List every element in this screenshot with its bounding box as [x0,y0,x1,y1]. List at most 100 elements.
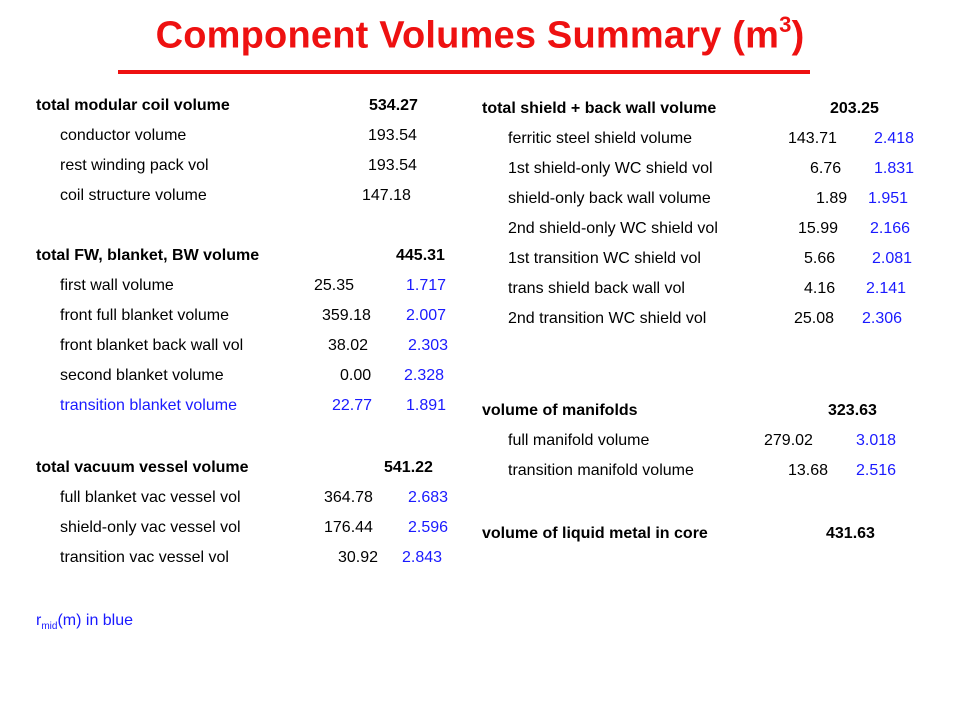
rmid-value: 2.166 [870,220,911,237]
row-label: 1st transition WC shield vol [508,250,701,267]
vessel-total-row: total vacuum vessel volume 541.22 [36,459,476,489]
list-item: shield-only back wall volume 1.89 1.951 [482,190,942,220]
rmid-value: 2.418 [874,130,915,147]
row-value: 534.27 [369,97,418,114]
row-label: trans shield back wall vol [508,280,685,297]
row-label: transition manifold volume [508,462,694,479]
row-label: full blanket vac vessel vol [60,489,241,506]
row-value: 323.63 [828,402,877,419]
left-column: total modular coil volume 534.27 conduct… [36,97,476,579]
row-value: 193.54 [368,157,417,174]
list-item: coil structure volume 147.18 [36,187,476,217]
row-label: full manifold volume [508,432,650,449]
row-label: total vacuum vessel volume [36,459,249,476]
row-label: 2nd shield-only WC shield vol [508,220,718,237]
note-text: (m) in blue [57,612,134,629]
rmid-value: 2.683 [408,489,449,506]
row-value: 359.18 [322,307,371,324]
row-label: coil structure volume [60,187,207,204]
row-label: ferritic steel shield volume [508,130,693,147]
row-label: volume of manifolds [482,402,638,419]
title-underline [118,70,810,74]
list-item: 1st shield-only WC shield vol 6.76 1.831 [482,160,942,190]
rmid-value: 1.891 [406,397,447,414]
list-item: transition vac vessel vol 30.92 2.843 [36,549,476,579]
row-value: 1.89 [816,190,848,207]
row-label: 1st shield-only WC shield vol [508,160,713,177]
list-item: 2nd shield-only WC shield vol 15.99 2.16… [482,220,942,250]
rmid-value: 2.328 [404,367,445,384]
title-close: ) [791,14,805,57]
list-item: 1st transition WC shield vol 5.66 2.081 [482,250,942,280]
row-value: 4.16 [804,280,836,297]
title-superscript: 3 [779,12,792,37]
list-item: conductor volume 193.54 [36,127,476,157]
row-label: second blanket volume [60,367,224,384]
row-value: 193.54 [368,127,417,144]
row-value: 431.63 [826,525,875,542]
row-label: conductor volume [60,127,187,144]
row-label: rest winding pack vol [60,157,209,174]
rmid-value: 1.717 [406,277,447,294]
row-label: transition blanket volume [60,397,237,414]
rmid-value: 2.303 [408,337,449,354]
list-item: ferritic steel shield volume 143.71 2.41… [482,130,942,160]
row-value: 25.08 [794,310,835,327]
row-label: shield-only vac vessel vol [60,519,241,536]
row-label: total modular coil volume [36,97,230,114]
manifolds-total-row: volume of manifolds 323.63 [482,402,942,432]
list-item: first wall volume 25.35 1.717 [36,277,476,307]
row-value: 13.68 [788,462,829,479]
list-item: trans shield back wall vol 4.16 2.141 [482,280,942,310]
rmid-value: 2.007 [406,307,447,324]
list-item: front full blanket volume 359.18 2.007 [36,307,476,337]
row-label: first wall volume [60,277,174,294]
list-item: full blanket vac vessel vol 364.78 2.683 [36,489,476,519]
rmid-note: rmid(m) in blue [36,612,133,632]
list-item: transition blanket volume 22.77 1.891 [36,397,476,427]
right-column: total shield + back wall volume 203.25 f… [482,100,942,555]
row-value: 147.18 [362,187,411,204]
liquid-metal-row: volume of liquid metal in core 431.63 [482,525,942,555]
blanket-total-row: total FW, blanket, BW volume 445.31 [36,247,476,277]
row-value: 279.02 [764,432,813,449]
rmid-value: 1.951 [868,190,909,207]
note-sub: mid [41,621,58,633]
row-value: 6.76 [810,160,842,177]
rmid-value: 2.843 [402,549,443,566]
row-label: front blanket back wall vol [60,337,244,354]
row-value: 0.00 [340,367,372,384]
row-label: total shield + back wall volume [482,100,717,117]
row-value: 5.66 [804,250,836,267]
row-value: 143.71 [788,130,837,147]
row-value: 176.44 [324,519,373,536]
rmid-value: 2.081 [872,250,913,267]
row-label: transition vac vessel vol [60,549,229,566]
list-item: full manifold volume 279.02 3.018 [482,432,942,462]
title-text: Component Volumes Summary (m [155,14,780,57]
row-value: 445.31 [396,247,445,264]
list-item: transition manifold volume 13.68 2.516 [482,462,942,492]
page-title: Component Volumes Summary (m3) [0,12,960,58]
row-value: 364.78 [324,489,373,506]
coil-total-row: total modular coil volume 534.27 [36,97,476,127]
row-value: 203.25 [830,100,879,117]
row-value: 25.35 [314,277,355,294]
row-value: 30.92 [338,549,379,566]
list-item: 2nd transition WC shield vol 25.08 2.306 [482,310,942,340]
row-label: front full blanket volume [60,307,229,324]
row-label: 2nd transition WC shield vol [508,310,707,327]
rmid-value: 1.831 [874,160,915,177]
list-item: front blanket back wall vol 38.02 2.303 [36,337,476,367]
rmid-value: 2.306 [862,310,903,327]
row-label: total FW, blanket, BW volume [36,247,260,264]
row-value: 15.99 [798,220,839,237]
rmid-value: 2.596 [408,519,449,536]
row-value: 22.77 [332,397,373,414]
rmid-value: 3.018 [856,432,897,449]
row-label: volume of liquid metal in core [482,525,708,542]
list-item: rest winding pack vol 193.54 [36,157,476,187]
row-label: shield-only back wall volume [508,190,711,207]
row-value: 38.02 [328,337,369,354]
list-item: second blanket volume 0.00 2.328 [36,367,476,397]
